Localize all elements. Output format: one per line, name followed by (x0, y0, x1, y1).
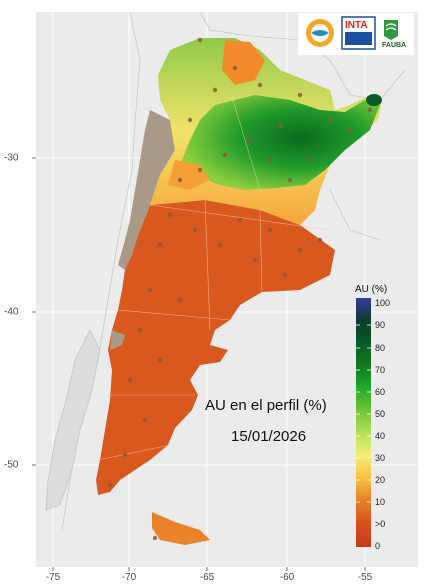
legend-ticks (356, 324, 371, 503)
legend-label: 70 (375, 365, 386, 375)
x-tick-label: -70 (121, 572, 137, 583)
legend-label: 10 (375, 497, 386, 507)
axis-ticks (32, 157, 366, 571)
legend-label: 50 (375, 409, 386, 419)
y-tick-label: -50 (4, 459, 19, 471)
legend-label: 30 (375, 453, 386, 463)
station-dots (107, 37, 373, 541)
x-tick-label: -75 (45, 572, 61, 583)
north-dry-patch (222, 40, 265, 85)
legend-title: AU (%) (355, 284, 388, 295)
x-tick-label: -65 (199, 572, 215, 583)
fauba-logo-text: FAUBA (382, 42, 407, 49)
tierra-del-fuego (152, 512, 210, 545)
x-tick-label: -55 (357, 572, 373, 583)
logos (298, 13, 414, 55)
misiones-wet (366, 94, 382, 106)
chile-fjords (45, 329, 101, 511)
inta-logo-text: INTA (345, 20, 368, 31)
y-tick-label: -30 (4, 152, 19, 164)
legend-label: 80 (375, 343, 386, 353)
province-borders (97, 89, 331, 461)
argentina-south (96, 200, 335, 495)
legend-label: >0 (375, 519, 386, 529)
legend-label: 0 (375, 541, 381, 551)
andes-nodata (118, 110, 175, 270)
legend-label: 40 (375, 431, 386, 441)
legend-label: 100 (375, 298, 391, 308)
map-title: AU en el perfil (%) (205, 397, 327, 414)
map-date: 15/01/2026 (231, 428, 307, 445)
legend-label: 90 (375, 320, 386, 330)
x-tick-label: -60 (279, 572, 295, 583)
legend-label: 60 (375, 387, 386, 397)
legend-colorbar (356, 298, 371, 547)
legend-label: 20 (375, 475, 386, 485)
y-tick-label: -40 (4, 306, 19, 318)
